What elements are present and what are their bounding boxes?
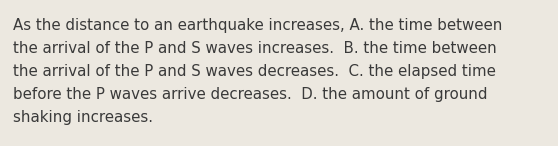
- Text: before the P waves arrive decreases.  D. the amount of ground: before the P waves arrive decreases. D. …: [13, 87, 488, 102]
- Text: the arrival of the P and S waves decreases.  C. the elapsed time: the arrival of the P and S waves decreas…: [13, 64, 496, 79]
- Text: shaking increases.: shaking increases.: [13, 110, 153, 125]
- Text: As the distance to an earthquake increases, A. the time between: As the distance to an earthquake increas…: [13, 18, 502, 33]
- Text: the arrival of the P and S waves increases.  B. the time between: the arrival of the P and S waves increas…: [13, 41, 497, 56]
